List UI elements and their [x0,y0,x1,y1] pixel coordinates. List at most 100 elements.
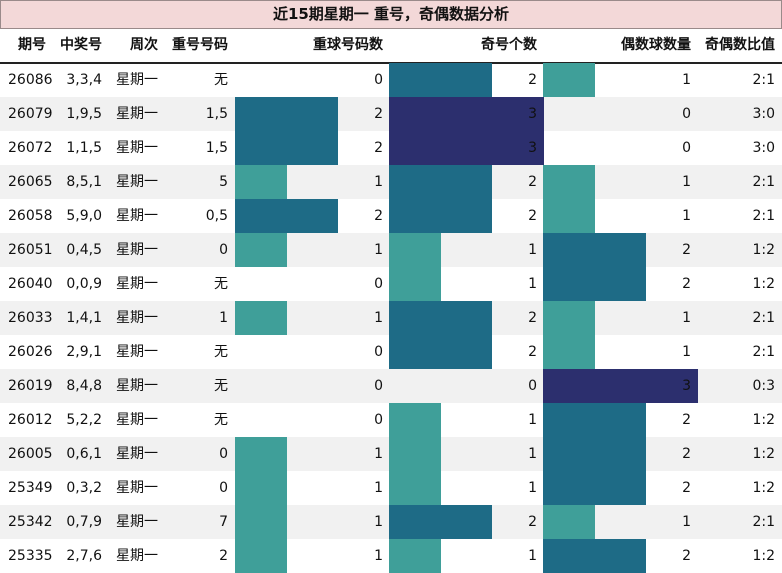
cell-repeat-numbers: 0 [219,480,228,496]
cell-period: 25335 [8,548,53,564]
cell-even-count: 2 [682,412,691,428]
even-count-bar [543,471,646,505]
repeat-count-bar [235,505,287,539]
cell-even-count: 2 [682,548,691,564]
cell-even-count: 1 [682,174,691,190]
cell-even-count: 2 [682,242,691,258]
cell-even-count: 3 [682,378,691,394]
cell-ratio: 1:2 [752,446,775,462]
header-numbers: 中奖号 [60,37,102,53]
odd-count-bar [389,267,441,301]
even-count-bar [543,63,595,97]
table-row: 26033 1,4,1 星期一 1 1 2 1 2:1 [0,301,782,335]
cell-period: 26005 [8,446,53,462]
cell-weekday: 星期一 [116,446,158,462]
cell-numbers: 1,4,1 [66,310,102,326]
cell-weekday: 星期一 [116,514,158,530]
cell-weekday: 星期一 [116,276,158,292]
cell-ratio: 1:2 [752,480,775,496]
cell-numbers: 8,5,1 [66,174,102,190]
header-odd-count: 奇号个数 [481,37,537,53]
cell-odd-count: 1 [528,548,537,564]
cell-ratio: 2:1 [752,72,775,88]
odd-count-bar [389,233,441,267]
table-row: 25342 0,7,9 星期一 7 1 2 1 2:1 [0,505,782,539]
cell-repeat-numbers: 1,5 [205,106,228,122]
cell-repeat-count: 0 [374,412,383,428]
table-row: 26079 1,9,5 星期一 1,5 2 3 0 3:0 [0,97,782,131]
cell-period: 26072 [8,140,53,156]
cell-numbers: 1,1,5 [66,140,102,156]
cell-weekday: 星期一 [116,310,158,326]
even-count-bar [543,301,595,335]
cell-repeat-numbers: 无 [214,72,228,88]
cell-even-count: 1 [682,72,691,88]
cell-odd-count: 0 [528,378,537,394]
header-period: 期号 [18,37,46,53]
cell-numbers: 0,7,9 [66,514,102,530]
cell-repeat-numbers: 1 [219,310,228,326]
cell-odd-count: 1 [528,276,537,292]
repeat-count-bar [235,233,287,267]
odd-count-bar [389,437,441,471]
table-row: 26086 3,3,4 星期一 无 0 2 1 2:1 [0,63,782,97]
cell-weekday: 星期一 [116,548,158,564]
cell-numbers: 5,9,0 [66,208,102,224]
cell-weekday: 星期一 [116,208,158,224]
odd-count-bar [389,539,441,573]
even-count-bar [543,369,698,403]
cell-repeat-numbers: 5 [219,174,228,190]
cell-ratio: 1:2 [752,412,775,428]
cell-weekday: 星期一 [116,378,158,394]
odd-count-bar [389,63,492,97]
even-count-bar [543,403,646,437]
table-row: 26065 8,5,1 星期一 5 1 2 1 2:1 [0,165,782,199]
odd-count-bar [389,335,492,369]
cell-repeat-count: 1 [374,174,383,190]
cell-odd-count: 2 [528,310,537,326]
cell-ratio: 2:1 [752,514,775,530]
repeat-count-bar [235,199,338,233]
cell-period: 26012 [8,412,53,428]
cell-repeat-numbers: 7 [219,514,228,530]
cell-numbers: 0,6,1 [66,446,102,462]
cell-period: 26019 [8,378,53,394]
cell-repeat-numbers: 2 [219,548,228,564]
odd-count-bar [389,165,492,199]
cell-repeat-count: 0 [374,344,383,360]
header-repeat-numbers: 重号号码 [172,37,228,53]
cell-repeat-count: 0 [374,378,383,394]
cell-even-count: 2 [682,276,691,292]
cell-ratio: 2:1 [752,310,775,326]
cell-ratio: 3:0 [752,106,775,122]
cell-repeat-numbers: 无 [214,412,228,428]
cell-ratio: 1:2 [752,276,775,292]
cell-repeat-numbers: 0 [219,446,228,462]
cell-even-count: 2 [682,446,691,462]
cell-repeat-numbers: 0 [219,242,228,258]
header-ratio: 奇偶数比值 [705,37,775,53]
cell-numbers: 3,3,4 [66,72,102,88]
cell-repeat-count: 2 [374,140,383,156]
cell-repeat-count: 1 [374,548,383,564]
cell-weekday: 星期一 [116,344,158,360]
odd-count-bar [389,97,544,131]
cell-even-count: 0 [682,106,691,122]
cell-numbers: 1,9,5 [66,106,102,122]
even-count-bar [543,505,595,539]
cell-weekday: 星期一 [116,106,158,122]
cell-weekday: 星期一 [116,480,158,496]
table-row: 25335 2,7,6 星期一 2 1 1 2 1:2 [0,539,782,573]
even-count-bar [543,233,646,267]
cell-repeat-count: 1 [374,242,383,258]
cell-even-count: 1 [682,208,691,224]
cell-numbers: 2,7,6 [66,548,102,564]
even-count-bar [543,539,646,573]
table-row: 26005 0,6,1 星期一 0 1 1 2 1:2 [0,437,782,471]
cell-period: 26026 [8,344,53,360]
cell-repeat-count: 0 [374,276,383,292]
cell-even-count: 1 [682,344,691,360]
cell-weekday: 星期一 [116,174,158,190]
table-row: 26012 5,2,2 星期一 无 0 1 2 1:2 [0,403,782,437]
cell-odd-count: 1 [528,446,537,462]
